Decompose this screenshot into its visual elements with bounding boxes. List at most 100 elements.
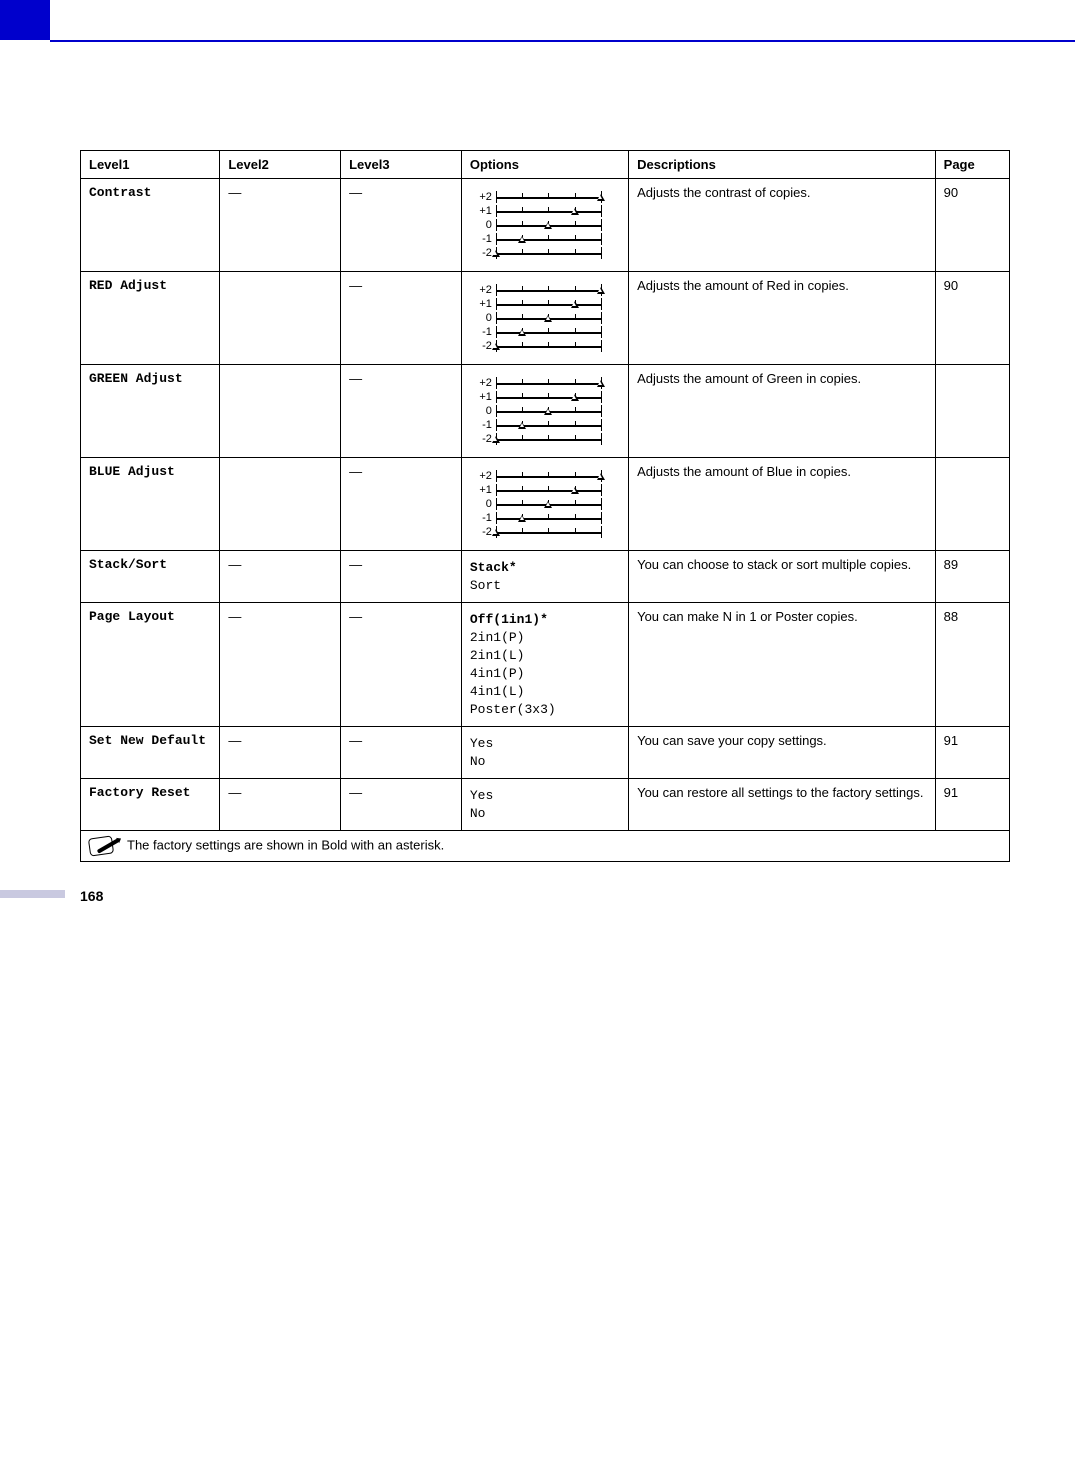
cell-page	[935, 365, 1009, 458]
cell-options: +2 +1 0 -1 -2	[461, 272, 628, 365]
level-slider-row: +1	[470, 298, 620, 310]
table-row: Set New Default——YesNoYou can save your …	[81, 727, 1010, 779]
slider-track	[496, 377, 601, 389]
option-value: Off(1in1)*	[470, 612, 620, 627]
level-slider-row: -2	[470, 340, 620, 352]
cell-level1: Factory Reset	[81, 779, 220, 831]
cell-description: Adjusts the amount of Blue in copies.	[629, 458, 936, 551]
table-row: Factory Reset——YesNoYou can restore all …	[81, 779, 1010, 831]
cell-level2	[220, 458, 341, 551]
slider-level-label: -1	[470, 326, 492, 338]
level-slider-row: -2	[470, 247, 620, 259]
cell-level2: —	[220, 727, 341, 779]
slider-level-label: -2	[470, 433, 492, 445]
options-list: Off(1in1)*2in1(P)2in1(L)4in1(P)4in1(L)Po…	[470, 612, 620, 717]
slider-track	[496, 312, 601, 324]
cell-options: +2+10-1-2	[461, 179, 628, 272]
table-footnote-row: The factory settings are shown in Bold w…	[81, 831, 1010, 862]
level-slider-row: +2	[470, 470, 620, 482]
slider-track	[496, 233, 601, 245]
slider-level-label: -2	[470, 247, 492, 259]
cell-level3: —	[341, 779, 462, 831]
col-options: Options	[461, 151, 628, 179]
table-row: BLUE Adjust—+2+10-1-2Adjusts the amount …	[81, 458, 1010, 551]
slider-level-label: +2	[470, 284, 492, 296]
cell-level2: —	[220, 179, 341, 272]
cell-level2	[220, 365, 341, 458]
slider-track	[496, 498, 601, 510]
option-value: 4in1(L)	[470, 684, 620, 699]
cell-level1: RED Adjust	[81, 272, 220, 365]
option-value: 2in1(P)	[470, 630, 620, 645]
level-slider-row: 0	[470, 498, 620, 510]
cell-level3: —	[341, 272, 462, 365]
cell-description: Adjusts the contrast of copies.	[629, 179, 936, 272]
option-value: No	[470, 806, 620, 821]
page-number: 168	[80, 888, 103, 904]
option-value: 4in1(P)	[470, 666, 620, 681]
slider-track	[496, 298, 601, 310]
slider-track	[496, 526, 601, 538]
cell-description: You can save your copy settings.	[629, 727, 936, 779]
cell-level2: —	[220, 603, 341, 727]
cell-level3: —	[341, 365, 462, 458]
option-value: No	[470, 754, 620, 769]
cell-level1: GREEN Adjust	[81, 365, 220, 458]
note-icon	[88, 835, 114, 856]
level-slider-row: +1	[470, 391, 620, 403]
level-slider-group: +2+10-1-2	[470, 185, 620, 265]
cell-page: 90	[935, 179, 1009, 272]
cell-options: YesNo	[461, 779, 628, 831]
level-slider-row: +2	[470, 284, 620, 296]
menu-table: Level1 Level2 Level3 Options Description…	[80, 150, 1010, 862]
cell-page	[935, 458, 1009, 551]
slider-track	[496, 340, 601, 352]
option-value: Sort	[470, 578, 620, 593]
footnote-text: The factory settings are shown in Bold w…	[127, 837, 444, 852]
cell-page: 91	[935, 727, 1009, 779]
cell-options: Yes No	[461, 727, 628, 779]
slider-track	[496, 219, 601, 231]
level-slider-group: +2+10-1-2	[470, 464, 620, 544]
footer-accent-bar	[0, 890, 65, 898]
cell-level2	[220, 272, 341, 365]
option-value: Yes	[470, 736, 620, 751]
col-desc: Descriptions	[629, 151, 936, 179]
table-row: Stack/Sort——Stack*SortYou can choose to …	[81, 551, 1010, 603]
slider-level-label: +1	[470, 484, 492, 496]
col-level1: Level1	[81, 151, 220, 179]
slider-track	[496, 419, 601, 431]
level-slider-row: 0	[470, 312, 620, 324]
cell-options: +2+10-1-2	[461, 365, 628, 458]
level-slider-row: -1	[470, 233, 620, 245]
level-slider-row: +1	[470, 205, 620, 217]
cell-page: 88	[935, 603, 1009, 727]
slider-level-label: 0	[470, 312, 492, 324]
slider-level-label: 0	[470, 405, 492, 417]
level-slider-group: +2 +1 0 -1 -2	[470, 278, 620, 358]
cell-description: Adjusts the amount of Red in copies.	[629, 272, 936, 365]
option-value: Poster(3x3)	[470, 702, 620, 717]
cell-description: Adjusts the amount of Green in copies.	[629, 365, 936, 458]
options-list: Stack*Sort	[470, 560, 620, 593]
level-slider-row: -2	[470, 433, 620, 445]
table-row: Contrast——+2+10-1-2Adjusts the contrast …	[81, 179, 1010, 272]
cell-level3: —	[341, 551, 462, 603]
level-slider-row: +2	[470, 191, 620, 203]
cell-description: You can make N in 1 or Poster copies.	[629, 603, 936, 727]
options-list: YesNo	[470, 788, 620, 821]
slider-level-label: -1	[470, 419, 492, 431]
table-header-row: Level1 Level2 Level3 Options Description…	[81, 151, 1010, 179]
page-body: Level1 Level2 Level3 Options Description…	[0, 0, 1075, 922]
table-row: Page Layout——Off(1in1)*2in1(P)2in1(L)4in…	[81, 603, 1010, 727]
slider-track	[496, 484, 601, 496]
cell-options: +2+10-1-2	[461, 458, 628, 551]
slider-track	[496, 470, 601, 482]
level-slider-group: +2+10-1-2	[470, 371, 620, 451]
cell-level1: Page Layout	[81, 603, 220, 727]
slider-level-label: 0	[470, 498, 492, 510]
slider-level-label: +2	[470, 470, 492, 482]
slider-level-label: -1	[470, 233, 492, 245]
level-slider-row: 0	[470, 405, 620, 417]
slider-track	[496, 284, 601, 296]
